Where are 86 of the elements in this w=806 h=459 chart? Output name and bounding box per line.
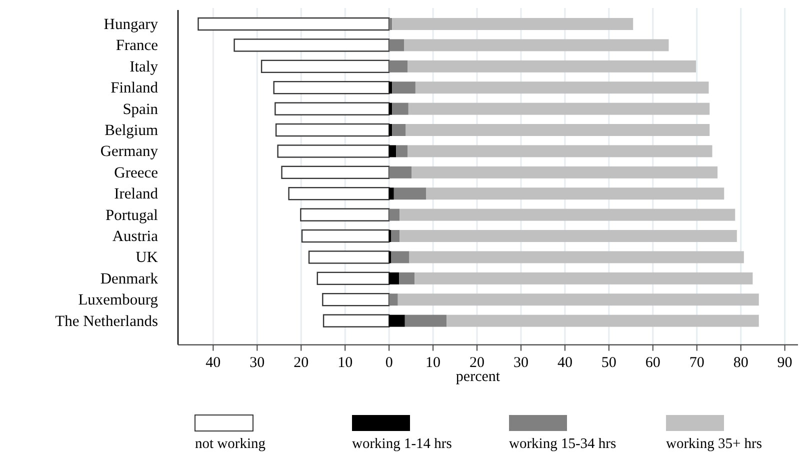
bar bbox=[398, 294, 759, 306]
x-tick-label: 10 bbox=[338, 354, 353, 371]
bar bbox=[389, 188, 394, 200]
y-tick-label: Greece bbox=[114, 164, 158, 182]
y-tick-label: Austria bbox=[112, 228, 158, 245]
bar bbox=[446, 314, 759, 327]
bar bbox=[308, 250, 390, 264]
bar bbox=[391, 230, 400, 242]
bar bbox=[273, 81, 390, 94]
bar bbox=[408, 145, 712, 158]
bar bbox=[392, 82, 416, 94]
bar bbox=[426, 188, 724, 200]
y-tick-label: Italy bbox=[130, 58, 158, 76]
bar bbox=[414, 272, 753, 284]
y-tick-label: Belgium bbox=[104, 122, 158, 139]
bar bbox=[301, 229, 390, 243]
x-tick-label: 30 bbox=[513, 354, 528, 371]
y-tick-label: Spain bbox=[122, 100, 158, 118]
bar bbox=[389, 18, 392, 30]
bar bbox=[391, 251, 410, 264]
legend-label: working 35+ hrs bbox=[666, 436, 762, 452]
bar bbox=[389, 272, 400, 284]
legend-label: working 1-14 hrs bbox=[352, 436, 452, 452]
bar bbox=[275, 123, 390, 137]
x-tick-label: 40 bbox=[557, 354, 572, 371]
y-tick-label: Hungary bbox=[104, 16, 158, 33]
x-axis-title: percent bbox=[456, 368, 501, 385]
bar bbox=[389, 145, 396, 158]
x-tick-label: 30 bbox=[250, 354, 265, 371]
x-tick-label: 80 bbox=[733, 354, 748, 371]
bar bbox=[389, 124, 392, 136]
bar bbox=[396, 145, 408, 158]
bar bbox=[389, 60, 408, 72]
bar bbox=[300, 208, 390, 222]
legend-label: working 15-34 hrs bbox=[509, 436, 616, 452]
bar bbox=[392, 124, 406, 136]
x-tick-label: 60 bbox=[645, 354, 660, 371]
x-tick-label: 70 bbox=[689, 354, 704, 371]
bar bbox=[277, 144, 390, 158]
bar bbox=[399, 272, 415, 284]
bar bbox=[394, 188, 426, 200]
y-tick-label: Germany bbox=[100, 143, 158, 160]
bar bbox=[389, 314, 405, 327]
y-tick-label: France bbox=[116, 37, 158, 54]
bar bbox=[406, 124, 710, 136]
legend-label: not working bbox=[195, 436, 266, 452]
bar bbox=[404, 314, 447, 327]
bar bbox=[389, 294, 398, 306]
bar bbox=[198, 17, 390, 31]
bar bbox=[260, 60, 390, 73]
x-tick-label: 90 bbox=[777, 354, 792, 371]
bar bbox=[274, 102, 390, 116]
y-tick-label: Ireland bbox=[114, 186, 158, 203]
bar bbox=[316, 272, 390, 285]
bar bbox=[389, 102, 392, 115]
bar bbox=[392, 102, 408, 115]
x-tick-label: 20 bbox=[470, 354, 485, 371]
x-tick-label: 10 bbox=[426, 354, 441, 371]
bar bbox=[409, 251, 744, 264]
y-tick-label: Denmark bbox=[100, 270, 158, 288]
x-tick-label: 20 bbox=[294, 354, 309, 371]
bar bbox=[389, 39, 404, 52]
x-tick-label: 0 bbox=[385, 354, 393, 371]
y-tick-label: Portugal bbox=[105, 206, 158, 224]
bar bbox=[389, 82, 392, 94]
bar bbox=[400, 208, 736, 221]
y-tick-label: Finland bbox=[110, 80, 158, 97]
bar bbox=[415, 82, 709, 94]
y-tick-label: UK bbox=[136, 249, 159, 266]
y-tick-label: Luxembourg bbox=[78, 292, 158, 309]
bar bbox=[404, 39, 669, 52]
bar bbox=[322, 314, 390, 328]
bar bbox=[408, 102, 710, 115]
bar bbox=[392, 18, 634, 30]
bar bbox=[389, 208, 400, 221]
bar bbox=[234, 38, 390, 52]
bar bbox=[408, 60, 696, 72]
bar bbox=[281, 166, 390, 179]
x-tick-label: 50 bbox=[601, 354, 616, 371]
bar bbox=[389, 166, 412, 178]
bar bbox=[322, 293, 390, 306]
bar bbox=[400, 230, 737, 242]
bar bbox=[288, 187, 390, 200]
bar bbox=[411, 166, 718, 178]
x-tick-label: 40 bbox=[206, 354, 221, 371]
y-tick-label: The Netherlands bbox=[55, 312, 158, 330]
